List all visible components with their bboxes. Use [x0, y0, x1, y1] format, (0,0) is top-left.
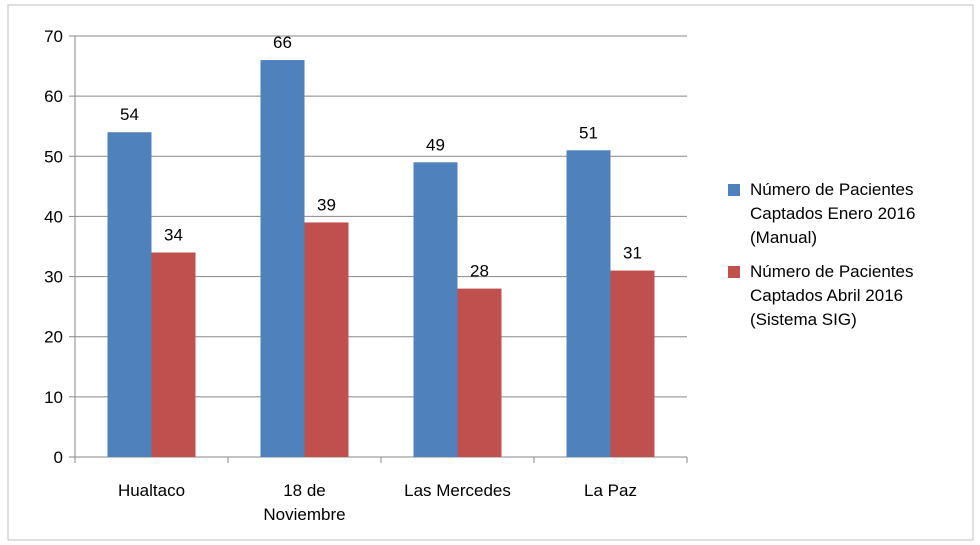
- data-label: 54: [120, 105, 139, 124]
- data-label: 51: [579, 123, 598, 142]
- y-tick-label: 20: [44, 328, 63, 347]
- legend-label: Número de Pacientes Captados Abril 2016 …: [750, 262, 914, 329]
- bar: [107, 132, 152, 457]
- y-tick-label: 10: [44, 388, 63, 407]
- legend-swatch: [728, 266, 740, 278]
- x-tick-label: La Paz: [584, 481, 637, 500]
- legend: Número de Pacientes Captados Enero 2016 …: [728, 178, 968, 342]
- bar: [610, 270, 655, 457]
- bar: [304, 222, 349, 457]
- legend-item: Número de Pacientes Captados Enero 2016 …: [728, 178, 930, 250]
- y-tick-label: 40: [44, 207, 63, 226]
- y-tick-label: 70: [44, 27, 63, 46]
- legend-item: Número de Pacientes Captados Abril 2016 …: [728, 260, 930, 332]
- x-tick-label: 18 de Noviembre: [263, 481, 346, 524]
- legend-swatch: [728, 184, 740, 196]
- data-label: 49: [426, 135, 445, 154]
- bar: [413, 162, 458, 458]
- bar: [457, 288, 502, 457]
- bar: [151, 252, 196, 457]
- x-tick-label: Las Mercedes: [404, 481, 511, 500]
- data-label: 39: [317, 195, 336, 214]
- y-tick-label: 50: [44, 147, 63, 166]
- y-tick-label: 30: [44, 268, 63, 287]
- legend-label: Número de Pacientes Captados Enero 2016 …: [750, 180, 916, 247]
- data-label: 66: [273, 33, 292, 52]
- y-tick-label: 60: [44, 87, 63, 106]
- data-label: 34: [164, 226, 183, 245]
- bar: [260, 60, 305, 458]
- y-tick-label: 0: [54, 448, 63, 467]
- x-tick-label: Hualtaco: [117, 481, 186, 500]
- data-label: 31: [623, 244, 642, 263]
- bar: [566, 150, 611, 457]
- chart-border: [7, 4, 974, 541]
- data-label: 28: [470, 262, 489, 281]
